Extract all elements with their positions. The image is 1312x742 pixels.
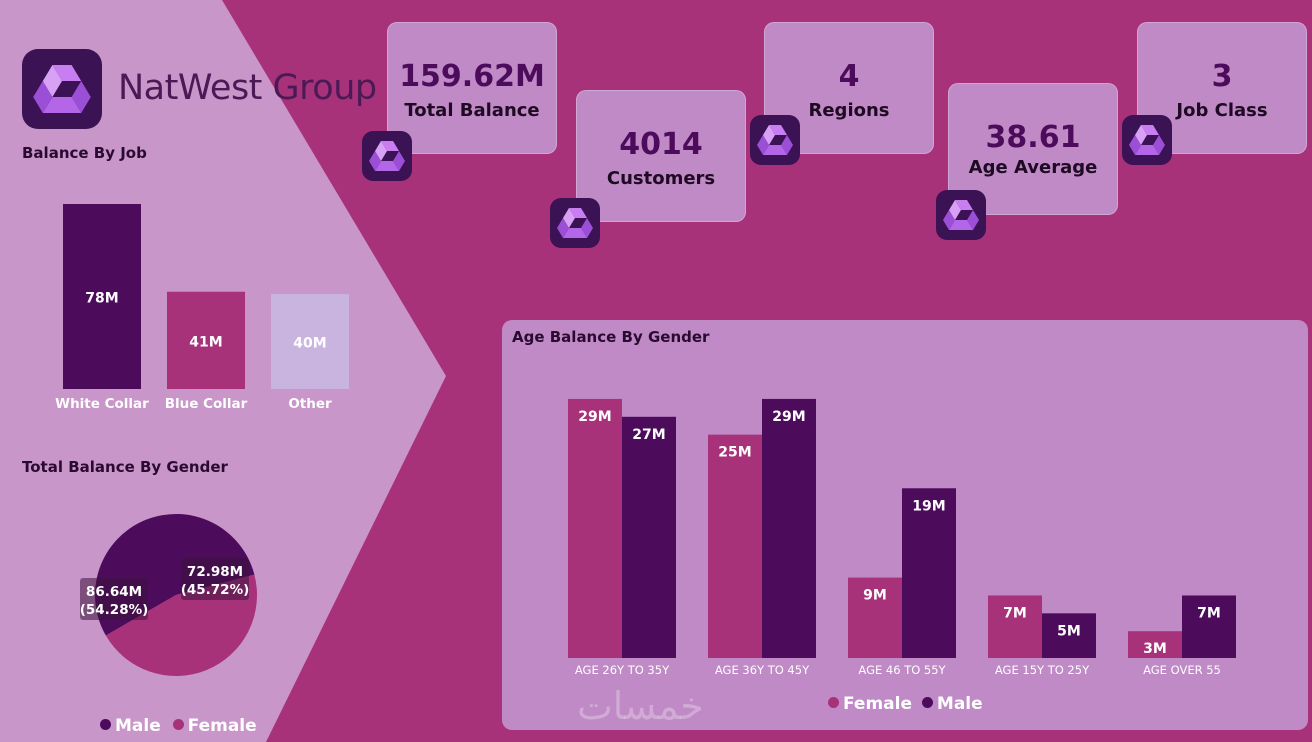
age-bar-male[interactable]	[902, 488, 956, 658]
age-bar-female[interactable]	[568, 398, 622, 658]
age-balance-legend: Female Male	[828, 694, 983, 714]
pie-value-label: 86.64M	[86, 584, 142, 600]
age-bar-value-label: 9M	[863, 588, 887, 604]
job-bar[interactable]	[63, 204, 141, 389]
pie-value-label: 72.98M	[187, 564, 243, 580]
pie-label-box	[181, 558, 249, 600]
kpi-badge-job-class	[1122, 115, 1172, 165]
age-bar-male[interactable]	[1042, 613, 1096, 658]
kpi-regions-value: 4	[838, 59, 860, 94]
legend-label-female: Female	[187, 716, 257, 736]
age-category-label: AGE 46 TO 55Y	[858, 663, 946, 677]
job-category-label: Blue Collar	[165, 396, 248, 412]
gender-pie-title: Total Balance By Gender	[22, 458, 228, 476]
gender-pie-chart: 86.64M (54.28%) 72.98M (45.72%)	[80, 514, 257, 676]
natwest-logo	[22, 49, 102, 129]
job-bar[interactable]	[271, 294, 349, 389]
brand-wordmark: NatWest Group	[118, 68, 377, 108]
age-bar-value-label: 29M	[578, 409, 611, 425]
legend-item-male[interactable]: Male	[921, 694, 983, 714]
kpi-total-balance-value: 159.62M	[399, 59, 545, 94]
natwest-cube-icon	[943, 200, 979, 230]
kpi-age-average-value: 38.61	[985, 120, 1081, 155]
age-balance-panel: Age Balance By Gender 29M 27M AGE 26Y TO 3…	[502, 320, 1308, 730]
natwest-cube-icon	[557, 208, 593, 238]
kpi-customers-card[interactable]: 4014 Customers	[576, 90, 746, 222]
natwest-cube-icon	[33, 65, 91, 113]
female-legend-dot	[172, 719, 184, 730]
kpi-badge-customers	[550, 198, 600, 248]
age-bar-value-label: 25M	[718, 445, 751, 461]
male-legend-dot	[921, 697, 933, 708]
job-category-label: White Collar	[55, 396, 149, 412]
age-category-label: AGE 36Y TO 45Y	[715, 663, 810, 677]
age-category-label: AGE 15Y TO 25Y	[995, 663, 1090, 677]
age-bar-female[interactable]	[1128, 631, 1182, 658]
age-category-label: AGE OVER 55	[1143, 663, 1221, 677]
natwest-cube-icon	[1129, 125, 1165, 155]
legend-label-female: Female	[843, 694, 912, 714]
age-balance-title: Age Balance By Gender	[512, 328, 710, 346]
age-bar-value-label: 5M	[1057, 623, 1081, 639]
age-bar-female[interactable]	[848, 577, 902, 658]
legend-label-male: Male	[115, 716, 161, 736]
kpi-job-class-value: 3	[1211, 59, 1233, 94]
age-bar-female[interactable]	[708, 434, 762, 658]
kpi-age-average-label: Age Average	[968, 157, 1098, 178]
kpi-regions-label: Regions	[808, 100, 890, 121]
age-bar-male[interactable]	[1182, 595, 1236, 658]
pie-percent-label: (54.28%)	[80, 602, 148, 618]
brand-name-bold: NatWest	[118, 68, 262, 108]
female-legend-dot	[828, 697, 839, 708]
age-bar-value-label: 29M	[772, 409, 805, 425]
kpi-total-balance-label: Total Balance	[404, 100, 540, 121]
job-bar-value-label: 78M	[85, 291, 118, 307]
age-category-label: AGE 26Y TO 35Y	[575, 663, 670, 677]
male-legend-dot	[100, 719, 111, 730]
kpi-customers-value: 4014	[619, 127, 703, 162]
age-balance-chart: 29M 27M AGE 26Y TO 35Y 25M 29M AGE 36Y TO 45Y…	[568, 398, 1236, 677]
job-bar-value-label: 41M	[189, 334, 222, 350]
job-bar-value-label: 40M	[293, 336, 326, 352]
natwest-cube-icon	[369, 141, 405, 171]
age-bar-male[interactable]	[622, 416, 676, 658]
watermark: خمسات	[577, 684, 704, 728]
kpi-badge-age-average	[936, 190, 986, 240]
age-bar-value-label: 7M	[1197, 605, 1221, 621]
kpi-badge-regions	[750, 115, 800, 165]
pie-label-box	[80, 578, 148, 620]
legend-item-female[interactable]: Female	[172, 716, 257, 736]
kpi-total-balance-card[interactable]: 159.62M Total Balance	[387, 22, 557, 154]
job-category-label: Other	[288, 396, 332, 412]
job-bar[interactable]	[167, 291, 245, 389]
legend-item-female[interactable]: Female	[828, 694, 912, 714]
legend-label-male: Male	[936, 694, 983, 714]
kpi-badge-total-balance	[362, 131, 412, 181]
legend-item-male[interactable]: Male	[100, 716, 161, 736]
age-bar-value-label: 7M	[1003, 605, 1027, 621]
balance-by-job-chart: 78M White Collar 41M Blue Collar 40M Other	[55, 204, 349, 412]
balance-by-job-title: Balance By Job	[22, 144, 147, 162]
age-bar-male[interactable]	[762, 398, 816, 658]
kpi-customers-label: Customers	[606, 168, 716, 189]
gender-pie-legend: Male Female	[100, 716, 257, 736]
brand-name-light: Group	[261, 68, 378, 108]
age-bar-value-label: 3M	[1143, 641, 1167, 657]
age-bar-female[interactable]	[988, 595, 1042, 658]
kpi-job-class-label: Job Class	[1176, 100, 1268, 121]
natwest-cube-icon	[757, 125, 793, 155]
age-bar-value-label: 27M	[632, 427, 665, 443]
pie-percent-label: (45.72%)	[181, 582, 250, 598]
age-bar-value-label: 19M	[912, 498, 945, 514]
